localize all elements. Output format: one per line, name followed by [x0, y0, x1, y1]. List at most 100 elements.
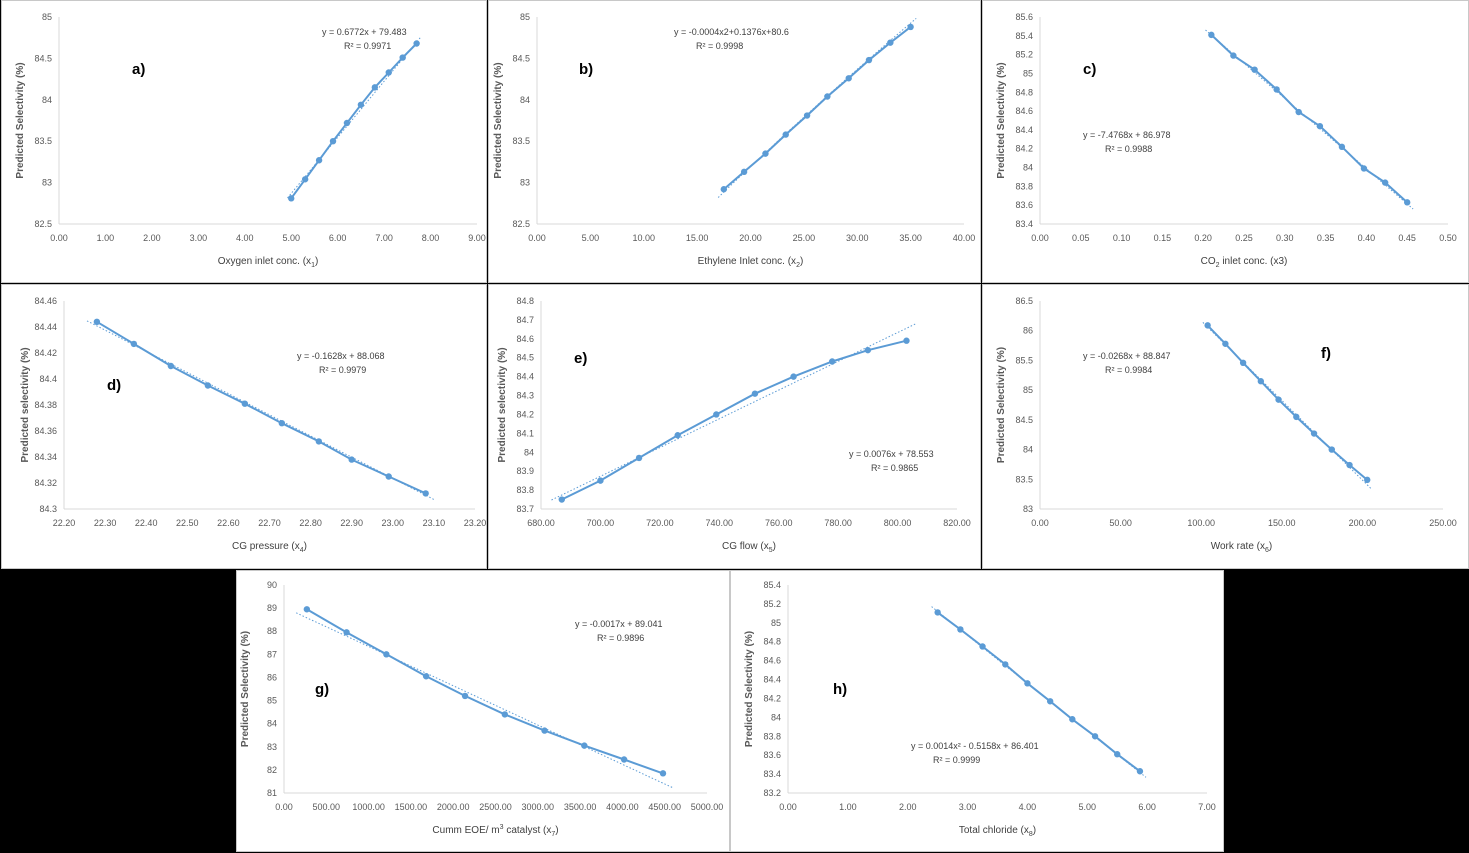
y-tick-label: 84: [1023, 445, 1033, 455]
data-point: [1293, 413, 1300, 421]
y-tick-label: 84.6: [1015, 106, 1033, 116]
x-tick-label: 20.00: [739, 233, 762, 243]
r-squared: R² = 0.9896: [597, 633, 644, 643]
data-point: [288, 195, 295, 202]
x-axis-label: CG flow (x5): [722, 541, 776, 554]
x-tick-label: 0.00: [50, 233, 68, 243]
x-axis-label: Oxygen inlet conc. (x1): [218, 256, 319, 269]
trend-equation: y = -0.0268x + 88.847: [1083, 351, 1171, 361]
y-tick-label: 85: [267, 696, 277, 706]
data-point: [241, 400, 249, 407]
panel-label: d): [107, 377, 121, 394]
y-tick-label: 82.5: [34, 219, 52, 229]
x-tick-label: 23.00: [382, 518, 405, 528]
data-point: [957, 626, 964, 633]
data-point: [383, 651, 390, 658]
data-point: [1002, 661, 1009, 668]
data-point: [720, 186, 728, 193]
data-point: [1136, 768, 1144, 775]
y-axis-label: Predicted selectivity (%): [20, 347, 31, 462]
x-axis-label: CO2 inlet conc. (x3): [1201, 256, 1288, 269]
panel-label: b): [579, 61, 593, 78]
panel-label: f): [1321, 345, 1331, 362]
chart-panel-e: 680.00 700.00 720.00 740.00 760.00 780.00 800.…: [488, 284, 981, 569]
x-tick-label: 0.50: [1439, 233, 1457, 243]
y-axis-label: Predicted Selectivity (%): [15, 62, 26, 178]
data-point: [329, 138, 337, 145]
x-tick-label: 23.10: [423, 518, 446, 528]
data-point: [824, 93, 831, 100]
data-point: [348, 456, 355, 463]
y-tick-label: 82.5: [512, 219, 530, 229]
y-tick-label: 85.4: [763, 580, 781, 590]
y-tick-label: 84.3: [516, 391, 534, 401]
data-point: [1230, 52, 1237, 59]
y-tick-label: 86: [267, 672, 277, 682]
chart-panel-f: 0.00 50.00 100.00 150.00 200.00 250.00 83 83.5 8…: [982, 284, 1469, 569]
y-tick-label: 84.32: [34, 478, 57, 488]
data-point: [979, 643, 986, 650]
y-tick-label: 83.4: [763, 769, 781, 779]
data-point: [864, 346, 872, 354]
y-tick-label: 83.9: [516, 466, 534, 476]
series-line: [723, 26, 912, 190]
x-tick-label: 0.35: [1317, 233, 1335, 243]
data-point: [581, 742, 588, 749]
x-tick-label: 22.20: [53, 518, 76, 528]
trend-equation: y = 0.6772x + 79.483: [322, 27, 407, 37]
data-point: [315, 157, 323, 164]
data-point: [1404, 199, 1411, 206]
data-point: [343, 629, 350, 636]
y-tick-label: 84: [267, 719, 277, 729]
x-axis-label: Work rate (x6): [1211, 541, 1273, 554]
x-tick-label: 25.00: [793, 233, 816, 243]
data-point: [1338, 143, 1346, 151]
y-tick-label: 84.4: [1015, 125, 1033, 135]
x-tick-label: 22.60: [217, 518, 240, 528]
trend-equation: y = -0.0017x + 89.041: [575, 619, 663, 629]
y-tick-label: 84.38: [34, 400, 57, 410]
trend-equation: y = -7.4768x + 86.978: [1083, 130, 1171, 140]
x-tick-label: 2000.00: [437, 802, 470, 812]
x-tick-label: 50.00: [1109, 518, 1132, 528]
data-point: [558, 496, 565, 503]
y-axis-label: Predicted Selectivity (%): [996, 347, 1007, 463]
y-tick-label: 83.8: [1015, 181, 1033, 191]
x-tick-label: 3.00: [190, 233, 208, 243]
x-tick-label: 740.00: [706, 518, 734, 528]
y-tick-label: 83.5: [512, 136, 530, 146]
data-point: [204, 382, 212, 389]
y-tick-label: 84.4: [763, 675, 781, 685]
r-squared: R² = 0.9984: [1105, 365, 1152, 375]
data-point: [829, 358, 836, 365]
y-axis-label: Predicted Selectivity (%): [240, 631, 251, 747]
x-tick-label: 1000.00: [352, 802, 385, 812]
x-tick-label: 9.00: [468, 233, 486, 243]
data-point: [740, 168, 748, 176]
y-tick-label: 84.5: [512, 53, 530, 63]
data-point: [903, 337, 910, 344]
y-tick-label: 84.4: [516, 372, 534, 382]
chart-panel-h: 0.00 1.00 2.00 3.00 4.00 5.00 6.00 7.00 83.2 83.4…: [730, 570, 1224, 852]
trendline: [551, 322, 918, 501]
x-tick-label: 780.00: [824, 518, 852, 528]
trendline: [295, 612, 674, 789]
y-tick-label: 83.6: [1015, 200, 1033, 210]
panel-label: e): [574, 350, 587, 367]
x-tick-label: 5.00: [282, 233, 300, 243]
y-tick-label: 84: [771, 712, 781, 722]
y-axis-label: Predicted selectivity (%): [497, 347, 508, 462]
data-point: [751, 390, 759, 397]
data-point: [1046, 698, 1054, 705]
r-squared: R² = 0.9988: [1105, 144, 1152, 154]
y-tick-label: 84.8: [763, 637, 781, 647]
y-tick-label: 84.3: [39, 504, 57, 514]
y-tick-label: 84.46: [34, 296, 57, 306]
x-tick-label: 5.00: [582, 233, 600, 243]
data-point: [1208, 31, 1215, 39]
x-tick-label: 0.40: [1358, 233, 1376, 243]
data-point: [385, 69, 392, 76]
y-tick-label: 84.2: [1015, 144, 1033, 154]
y-tick-label: 84.4: [39, 374, 57, 384]
y-tick-label: 84.7: [516, 315, 534, 325]
